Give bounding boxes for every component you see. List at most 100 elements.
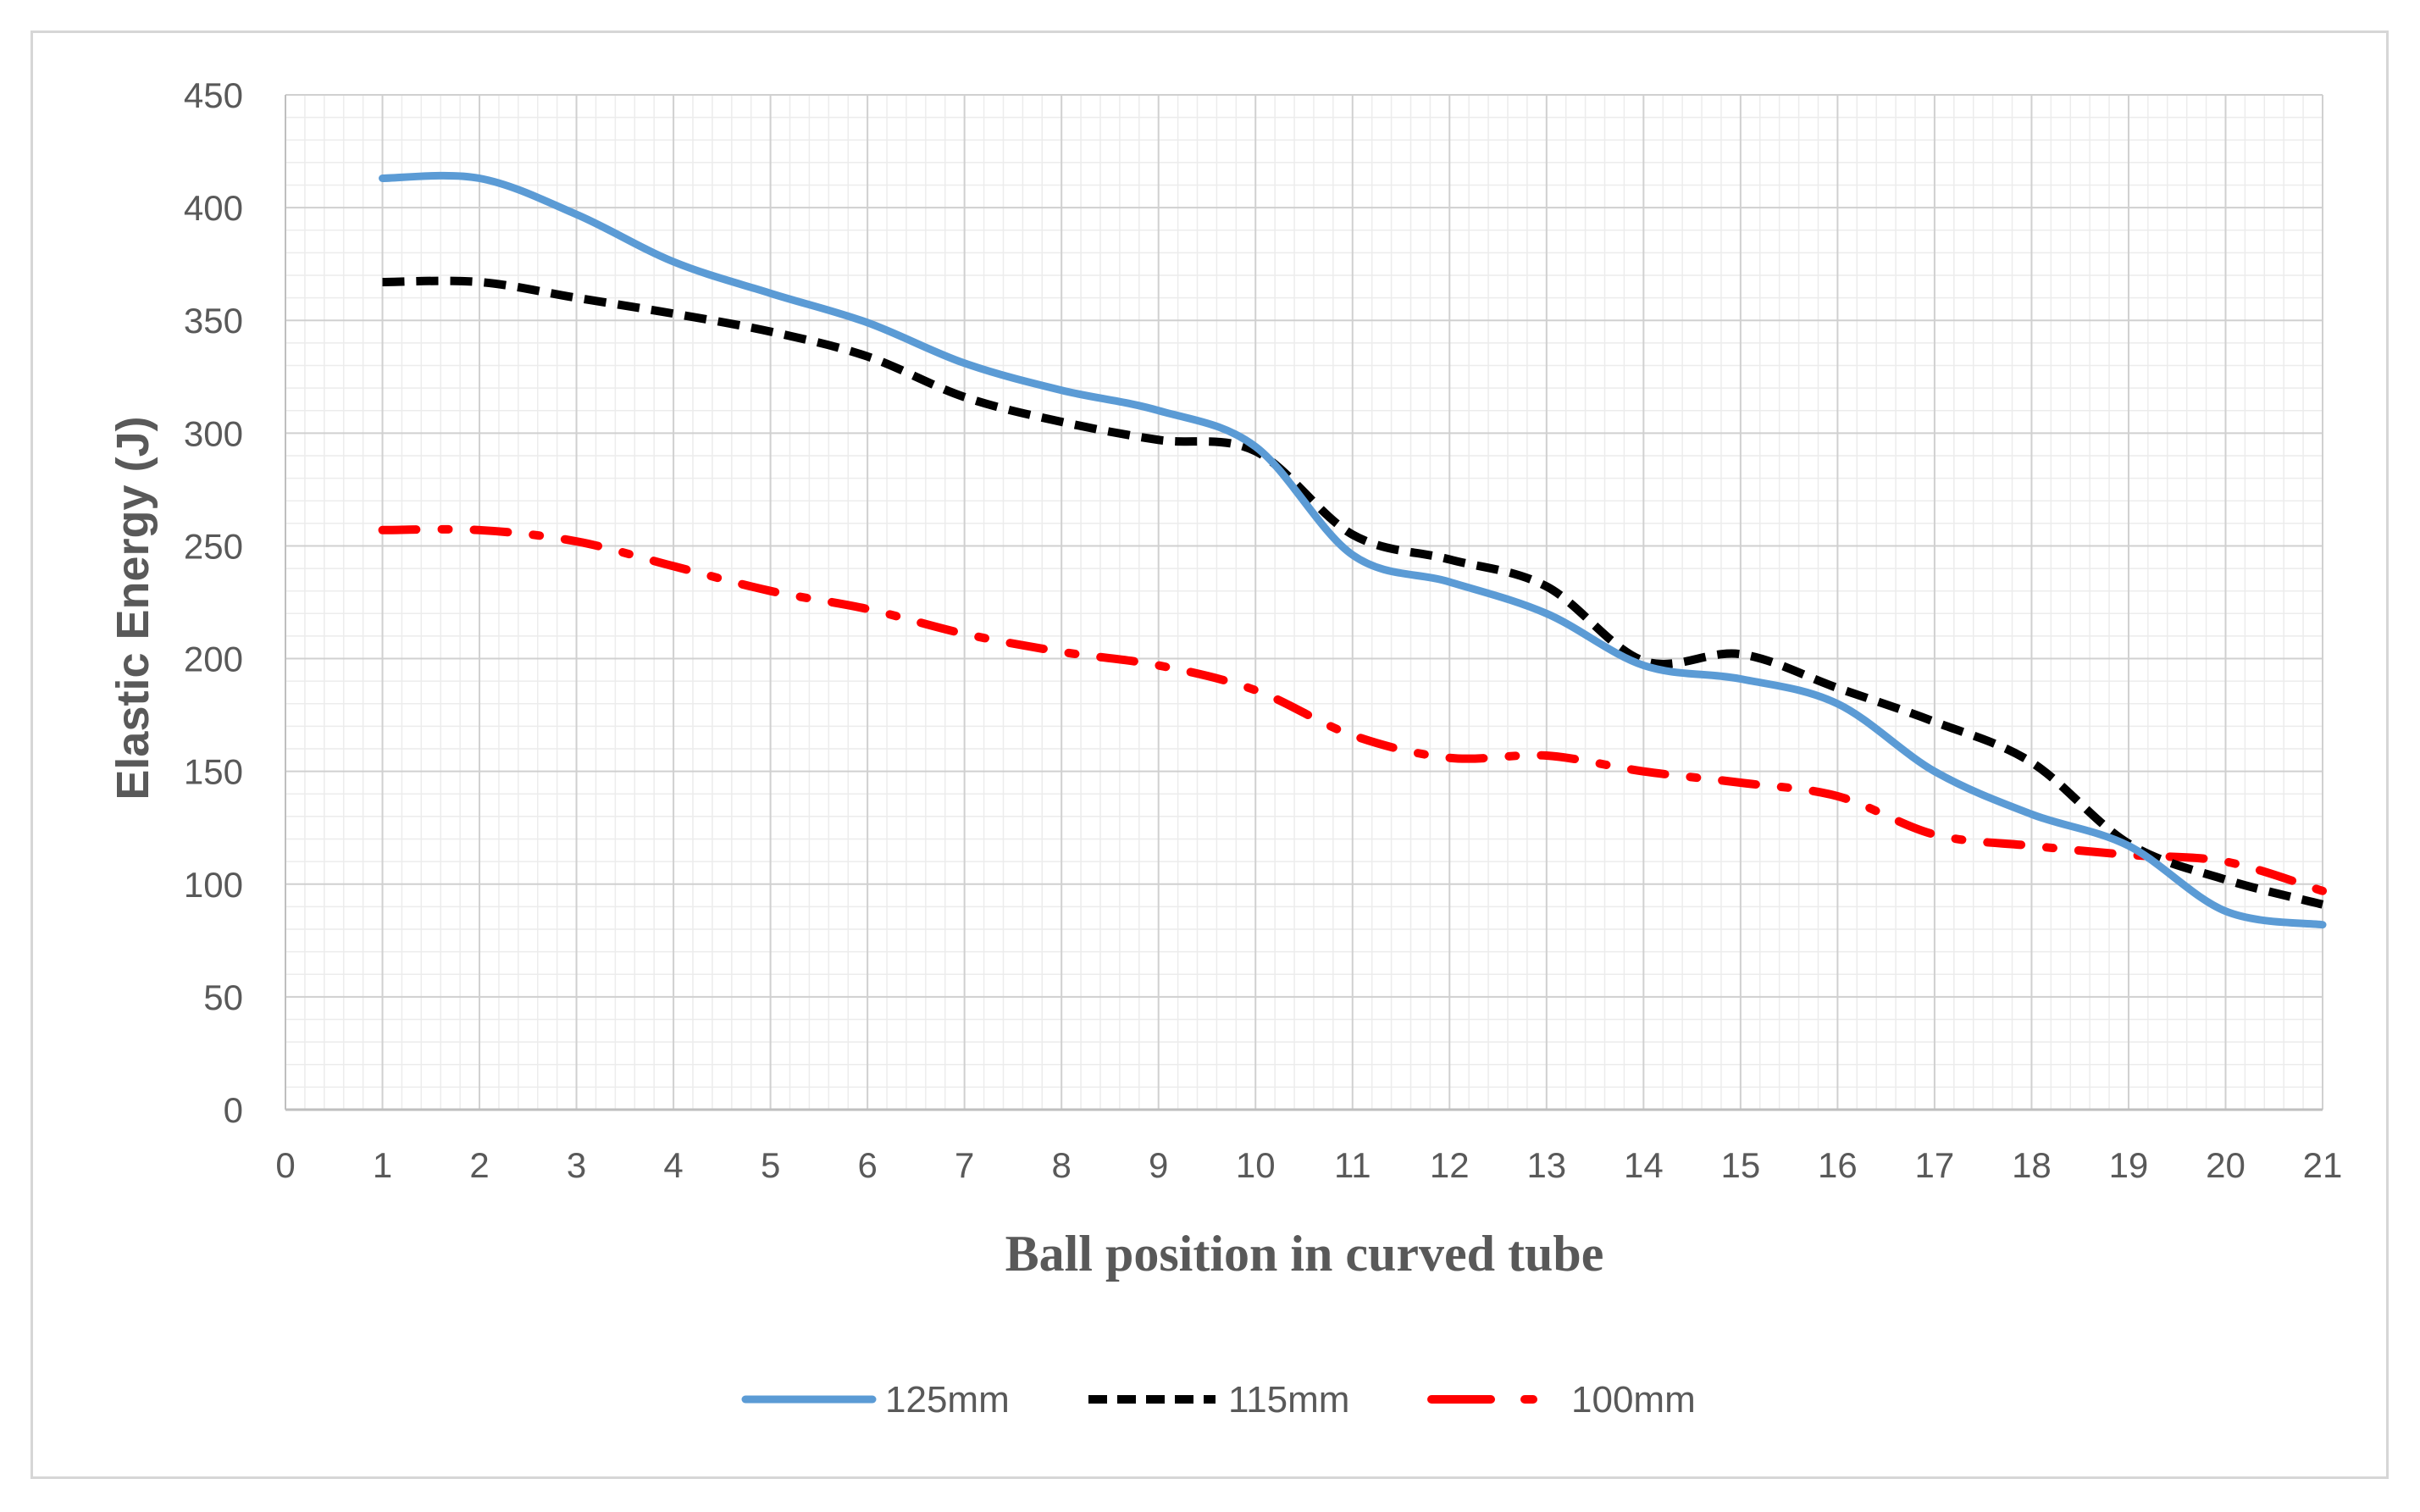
x-tick-label: 0 (275, 1145, 295, 1185)
x-tick-label: 8 (1052, 1145, 1072, 1185)
x-tick-label: 12 (1430, 1145, 1470, 1185)
data-point-100mm (1448, 756, 1451, 760)
x-tick-label: 21 (2303, 1145, 2343, 1185)
y-tick-label: 450 (184, 75, 243, 115)
x-tick-label: 9 (1149, 1145, 1168, 1185)
data-series (378, 171, 2327, 929)
data-point-100mm (2223, 860, 2227, 863)
data-point-115mm (575, 296, 579, 300)
data-point-115mm (1933, 720, 1936, 723)
x-tick-label: 6 (857, 1145, 877, 1185)
legend: 125mm 115mm 100mm (741, 1379, 1696, 1421)
data-point-100mm (1060, 651, 1063, 654)
data-point-125mm (1933, 770, 1936, 773)
x-tick-label: 13 (1526, 1145, 1566, 1185)
x-tick-label: 16 (1818, 1145, 1858, 1185)
legend-label-100mm: 100mm (1571, 1379, 1696, 1421)
y-tick-label: 300 (184, 413, 243, 453)
series-line-125mm (379, 171, 2327, 929)
y-tick-label: 50 (203, 978, 243, 1017)
x-tick-label: 3 (567, 1145, 586, 1185)
data-point-125mm (2030, 812, 2033, 816)
x-tick-labels: 0 1 2 3 4 5 6 7 8 9 10 11 12 13 14 15 16 17 18 19 20 21 (275, 1145, 2342, 1185)
x-tick-label: 1 (373, 1145, 392, 1185)
data-point-100mm (672, 564, 675, 568)
x-tick-label: 20 (2206, 1145, 2246, 1185)
data-point-125mm (575, 213, 579, 216)
data-point-100mm (1642, 770, 1645, 773)
data-point-100mm (381, 529, 385, 532)
data-point-115mm (672, 312, 675, 315)
data-point-115mm (769, 330, 773, 334)
y-axis-label: Elastic Energy (J) (108, 416, 158, 800)
data-point-125mm (1836, 702, 1839, 706)
data-point-125mm (1739, 678, 1742, 681)
data-point-115mm (2030, 761, 2033, 764)
x-tick-label: 15 (1720, 1145, 1760, 1185)
x-tick-label: 4 (663, 1145, 683, 1185)
data-point-125mm (1157, 409, 1160, 413)
data-point-115mm (866, 355, 869, 358)
x-tick-label: 2 (469, 1145, 489, 1185)
data-point-125mm (1545, 612, 1548, 615)
x-tick-label: 10 (1236, 1145, 1276, 1185)
data-point-115mm (1836, 686, 1839, 690)
series-line-100mm (378, 524, 2327, 895)
data-point-115mm (1060, 420, 1063, 424)
legend-label-115mm: 115mm (1228, 1379, 1349, 1421)
data-point-125mm (769, 291, 773, 295)
y-tick-label: 100 (184, 865, 243, 905)
data-point-125mm (866, 321, 869, 324)
data-point-115mm (478, 280, 481, 284)
minor-gridlines (285, 94, 2323, 1110)
data-point-115mm (381, 280, 385, 284)
data-point-100mm (866, 607, 869, 611)
data-point-125mm (1642, 664, 1645, 667)
data-point-100mm (1836, 795, 1839, 798)
data-point-100mm (1933, 833, 1936, 836)
data-point-125mm (381, 177, 385, 180)
data-point-115mm (1739, 652, 1742, 656)
data-point-100mm (2127, 853, 2130, 856)
data-point-100mm (1739, 781, 1742, 784)
x-axis-label: Ball position in curved tube (1005, 1226, 1604, 1282)
data-point-115mm (2321, 903, 2324, 906)
x-tick-label: 14 (1624, 1145, 1664, 1185)
data-point-125mm (1060, 389, 1063, 392)
major-gridlines (285, 94, 2323, 1110)
data-point-100mm (2321, 889, 2324, 893)
data-point-100mm (963, 632, 966, 635)
x-tick-label: 17 (1915, 1145, 1955, 1185)
series-line-115mm (382, 276, 2324, 909)
data-point-115mm (1448, 557, 1451, 561)
data-point-100mm (575, 540, 579, 543)
data-point-125mm (2321, 923, 2324, 927)
y-tick-label: 0 (224, 1090, 243, 1130)
data-point-100mm (1351, 734, 1354, 737)
data-point-125mm (963, 362, 966, 365)
y-tick-label: 400 (184, 188, 243, 228)
data-point-115mm (1545, 584, 1548, 588)
y-tick-label: 150 (184, 752, 243, 792)
data-point-100mm (1157, 664, 1160, 667)
x-tick-label: 5 (761, 1145, 780, 1185)
data-point-125mm (2127, 845, 2130, 848)
x-tick-label: 19 (2109, 1145, 2149, 1185)
data-point-100mm (478, 529, 481, 532)
axes (285, 95, 2323, 1111)
data-point-125mm (2223, 910, 2227, 913)
data-point-115mm (1351, 533, 1354, 536)
data-point-125mm (1254, 445, 1257, 448)
data-point-100mm (2030, 845, 2033, 848)
x-tick-label: 7 (955, 1145, 974, 1185)
y-tick-label: 350 (184, 301, 243, 341)
data-point-100mm (1545, 754, 1548, 757)
data-point-115mm (963, 396, 966, 399)
data-point-115mm (2223, 878, 2227, 881)
data-point-100mm (1254, 689, 1257, 692)
chart-frame (30, 30, 2389, 1479)
x-tick-label: 11 (1334, 1145, 1371, 1185)
data-point-125mm (478, 177, 481, 180)
legend-label-125mm: 125mm (885, 1379, 1010, 1421)
